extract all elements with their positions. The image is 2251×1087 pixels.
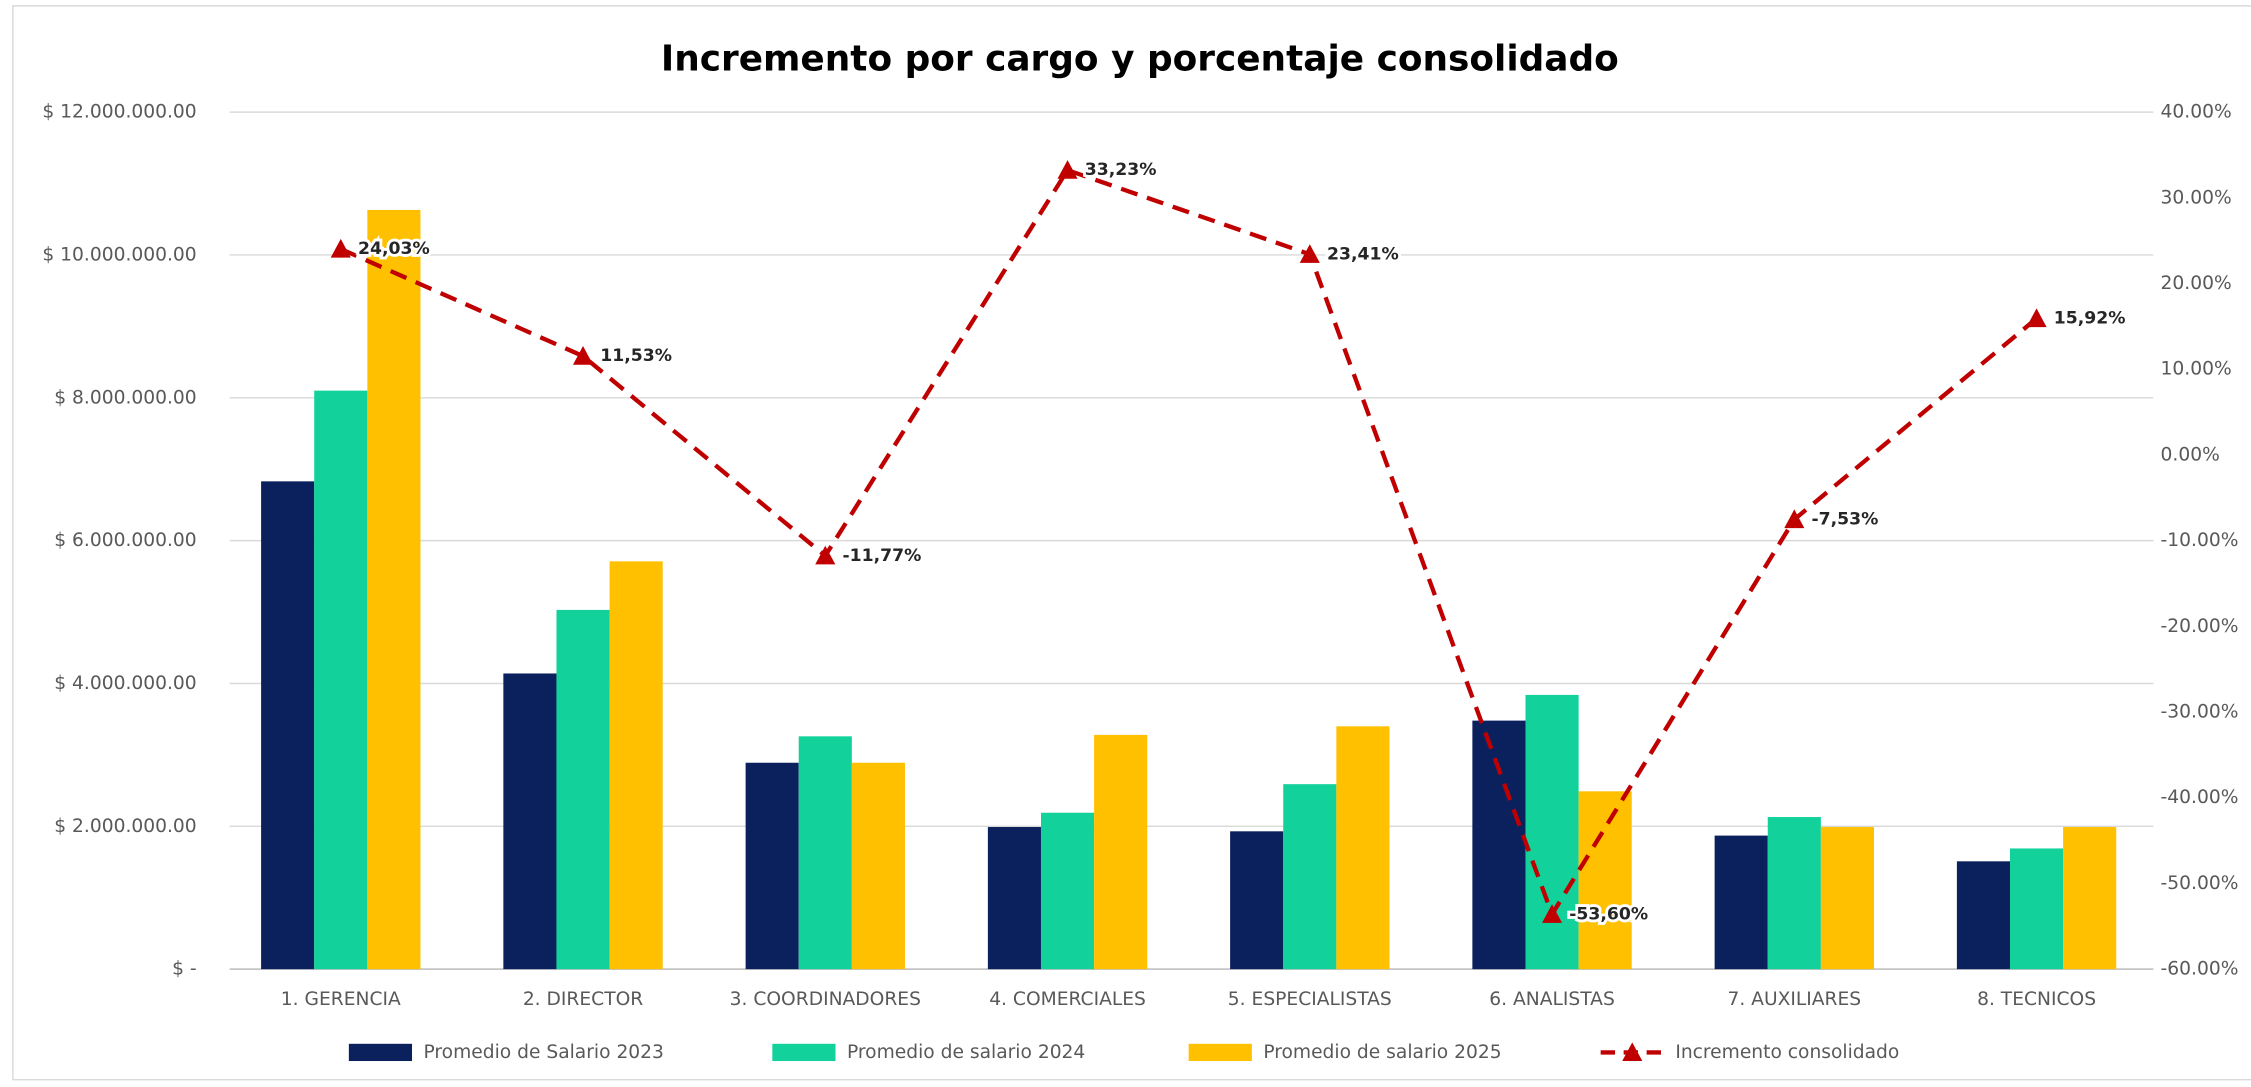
- x-tick-label: 2. DIRECTOR: [523, 989, 643, 1010]
- data-label: 15,92%: [2054, 308, 2126, 328]
- bar: [1714, 835, 1768, 970]
- bar: [2063, 827, 2117, 970]
- data-label: -11,77%: [843, 546, 922, 566]
- marker: [1299, 244, 1320, 263]
- y2-tick-label: -20.00%: [2161, 616, 2239, 637]
- bar: [1956, 861, 2011, 970]
- data-label: 23,41%: [1327, 244, 1399, 264]
- bar: [1525, 694, 1579, 970]
- y2-tick-label: -40.00%: [2161, 787, 2239, 808]
- x-tick-label: 7. AUXILIARES: [1727, 989, 1861, 1010]
- bar: [1283, 784, 1337, 970]
- bar: [314, 390, 368, 970]
- bar: [503, 673, 557, 970]
- x-tick-label: 1. GERENCIA: [281, 989, 401, 1010]
- y2-tick-label: 0.00%: [2161, 444, 2220, 465]
- y2-tick-label: 10.00%: [2161, 359, 2232, 380]
- bar: [745, 762, 799, 970]
- bar: [1472, 720, 1526, 970]
- y-tick-label: $ 6.000.000.00: [54, 530, 196, 551]
- y2-tick-label: 20.00%: [2161, 273, 2232, 294]
- line: [339, 167, 2038, 920]
- y-tick-label: $ 8.000.000.00: [54, 387, 196, 408]
- legend-label: Incremento consolidado: [1675, 1042, 1899, 1063]
- legend-swatch: [772, 1043, 836, 1062]
- data-label: 24,03%: [358, 239, 430, 259]
- y2-tick-label: -50.00%: [2161, 873, 2239, 894]
- x-tick-label: 3. COORDINADORES: [730, 989, 921, 1010]
- y-tick-label: $ 2.000.000.00: [54, 816, 196, 837]
- legend-label: Promedio de Salario 2023: [423, 1042, 663, 1063]
- bar: [556, 609, 610, 970]
- y2-tick-label: -10.00%: [2161, 530, 2239, 551]
- bar: [1094, 734, 1148, 970]
- bar: [1820, 827, 1874, 970]
- bar: [1578, 791, 1632, 970]
- marker: [572, 346, 594, 365]
- marker: [2026, 308, 2047, 328]
- data-label: 33,23%: [1085, 160, 1157, 180]
- bar: [1767, 817, 1821, 970]
- data-label: -53,60%: [1569, 904, 1648, 924]
- y-tick-label: $ 10.000.000.00: [42, 244, 196, 265]
- bar: [851, 762, 905, 970]
- bar: [367, 209, 421, 970]
- y-tick-label: $ -: [172, 959, 197, 980]
- legend-swatch: [1188, 1043, 1252, 1062]
- y2-tick-label: -30.00%: [2161, 702, 2239, 723]
- y-tick-label: $ 4.000.000.00: [54, 673, 196, 694]
- marker: [1541, 904, 1563, 923]
- legend-label: Promedio de salario 2024: [847, 1042, 1085, 1063]
- marker: [1784, 509, 1805, 529]
- bar: [1230, 831, 1284, 970]
- bar: [798, 736, 852, 970]
- bar: [987, 827, 1041, 970]
- x-tick-label: 5. ESPECIALISTAS: [1228, 989, 1392, 1010]
- legend-label: Promedio de salario 2025: [1263, 1042, 1501, 1063]
- x-tick-label: 4. COMERCIALES: [989, 989, 1146, 1010]
- chart-title: Incremento por cargo y porcentaje consol…: [661, 38, 1619, 79]
- bar: [609, 561, 663, 970]
- marker: [330, 238, 351, 258]
- bar: [2010, 848, 2064, 970]
- y-tick-label: $ 12.000.000.00: [42, 102, 196, 123]
- legend-marker: [1622, 1042, 1643, 1062]
- bar: [1040, 812, 1095, 970]
- data-label: -7,53%: [1812, 509, 1879, 529]
- data-label: 11,53%: [600, 346, 672, 366]
- bar: [261, 481, 315, 970]
- marker: [815, 545, 836, 565]
- y2-tick-label: 30.00%: [2161, 187, 2232, 208]
- y2-tick-label: 40.00%: [2161, 102, 2232, 123]
- x-tick-label: 6. ANALISTAS: [1489, 989, 1615, 1010]
- marker: [1057, 160, 1078, 179]
- bar: [1336, 726, 1390, 970]
- x-tick-label: 8. TECNICOS: [1977, 989, 2096, 1010]
- y2-tick-label: -60.00%: [2161, 959, 2239, 980]
- legend-swatch: [348, 1043, 413, 1062]
